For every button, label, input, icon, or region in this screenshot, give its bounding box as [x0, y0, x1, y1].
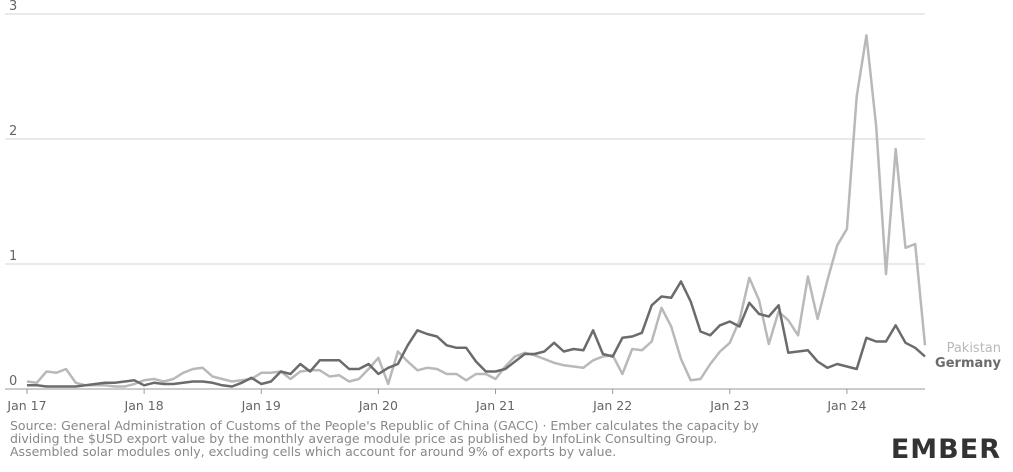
- source-line: Source: General Administration of Custom…: [10, 418, 759, 433]
- y-tick-label: 0: [9, 374, 17, 389]
- line-series: [26, 34, 927, 388]
- source-line: Assembled solar modules only, excluding …: [10, 444, 616, 459]
- y-tick-label: 1: [9, 249, 17, 264]
- source-line: dividing the $USD export value by the mo…: [10, 431, 717, 446]
- x-tick-label: Jan 20: [358, 398, 398, 413]
- legend-label: Pakistan: [947, 341, 1001, 356]
- x-tick-label: Jan 22: [592, 398, 632, 413]
- x-tick-label: Jan 19: [241, 398, 281, 413]
- legend-label: Germany: [935, 356, 1001, 371]
- x-tick-label: Jan 17: [6, 398, 46, 413]
- y-tick-label: 2: [9, 124, 17, 139]
- y-tick-label: 3: [9, 0, 17, 14]
- logo: EMBER: [891, 434, 1001, 465]
- x-tick-label: Jan 24: [826, 398, 866, 413]
- line-series: [27, 280, 926, 388]
- x-tick-label: Jan 18: [124, 398, 164, 413]
- x-tick-label: Jan 21: [475, 398, 515, 413]
- x-tick-label: Jan 23: [709, 398, 749, 413]
